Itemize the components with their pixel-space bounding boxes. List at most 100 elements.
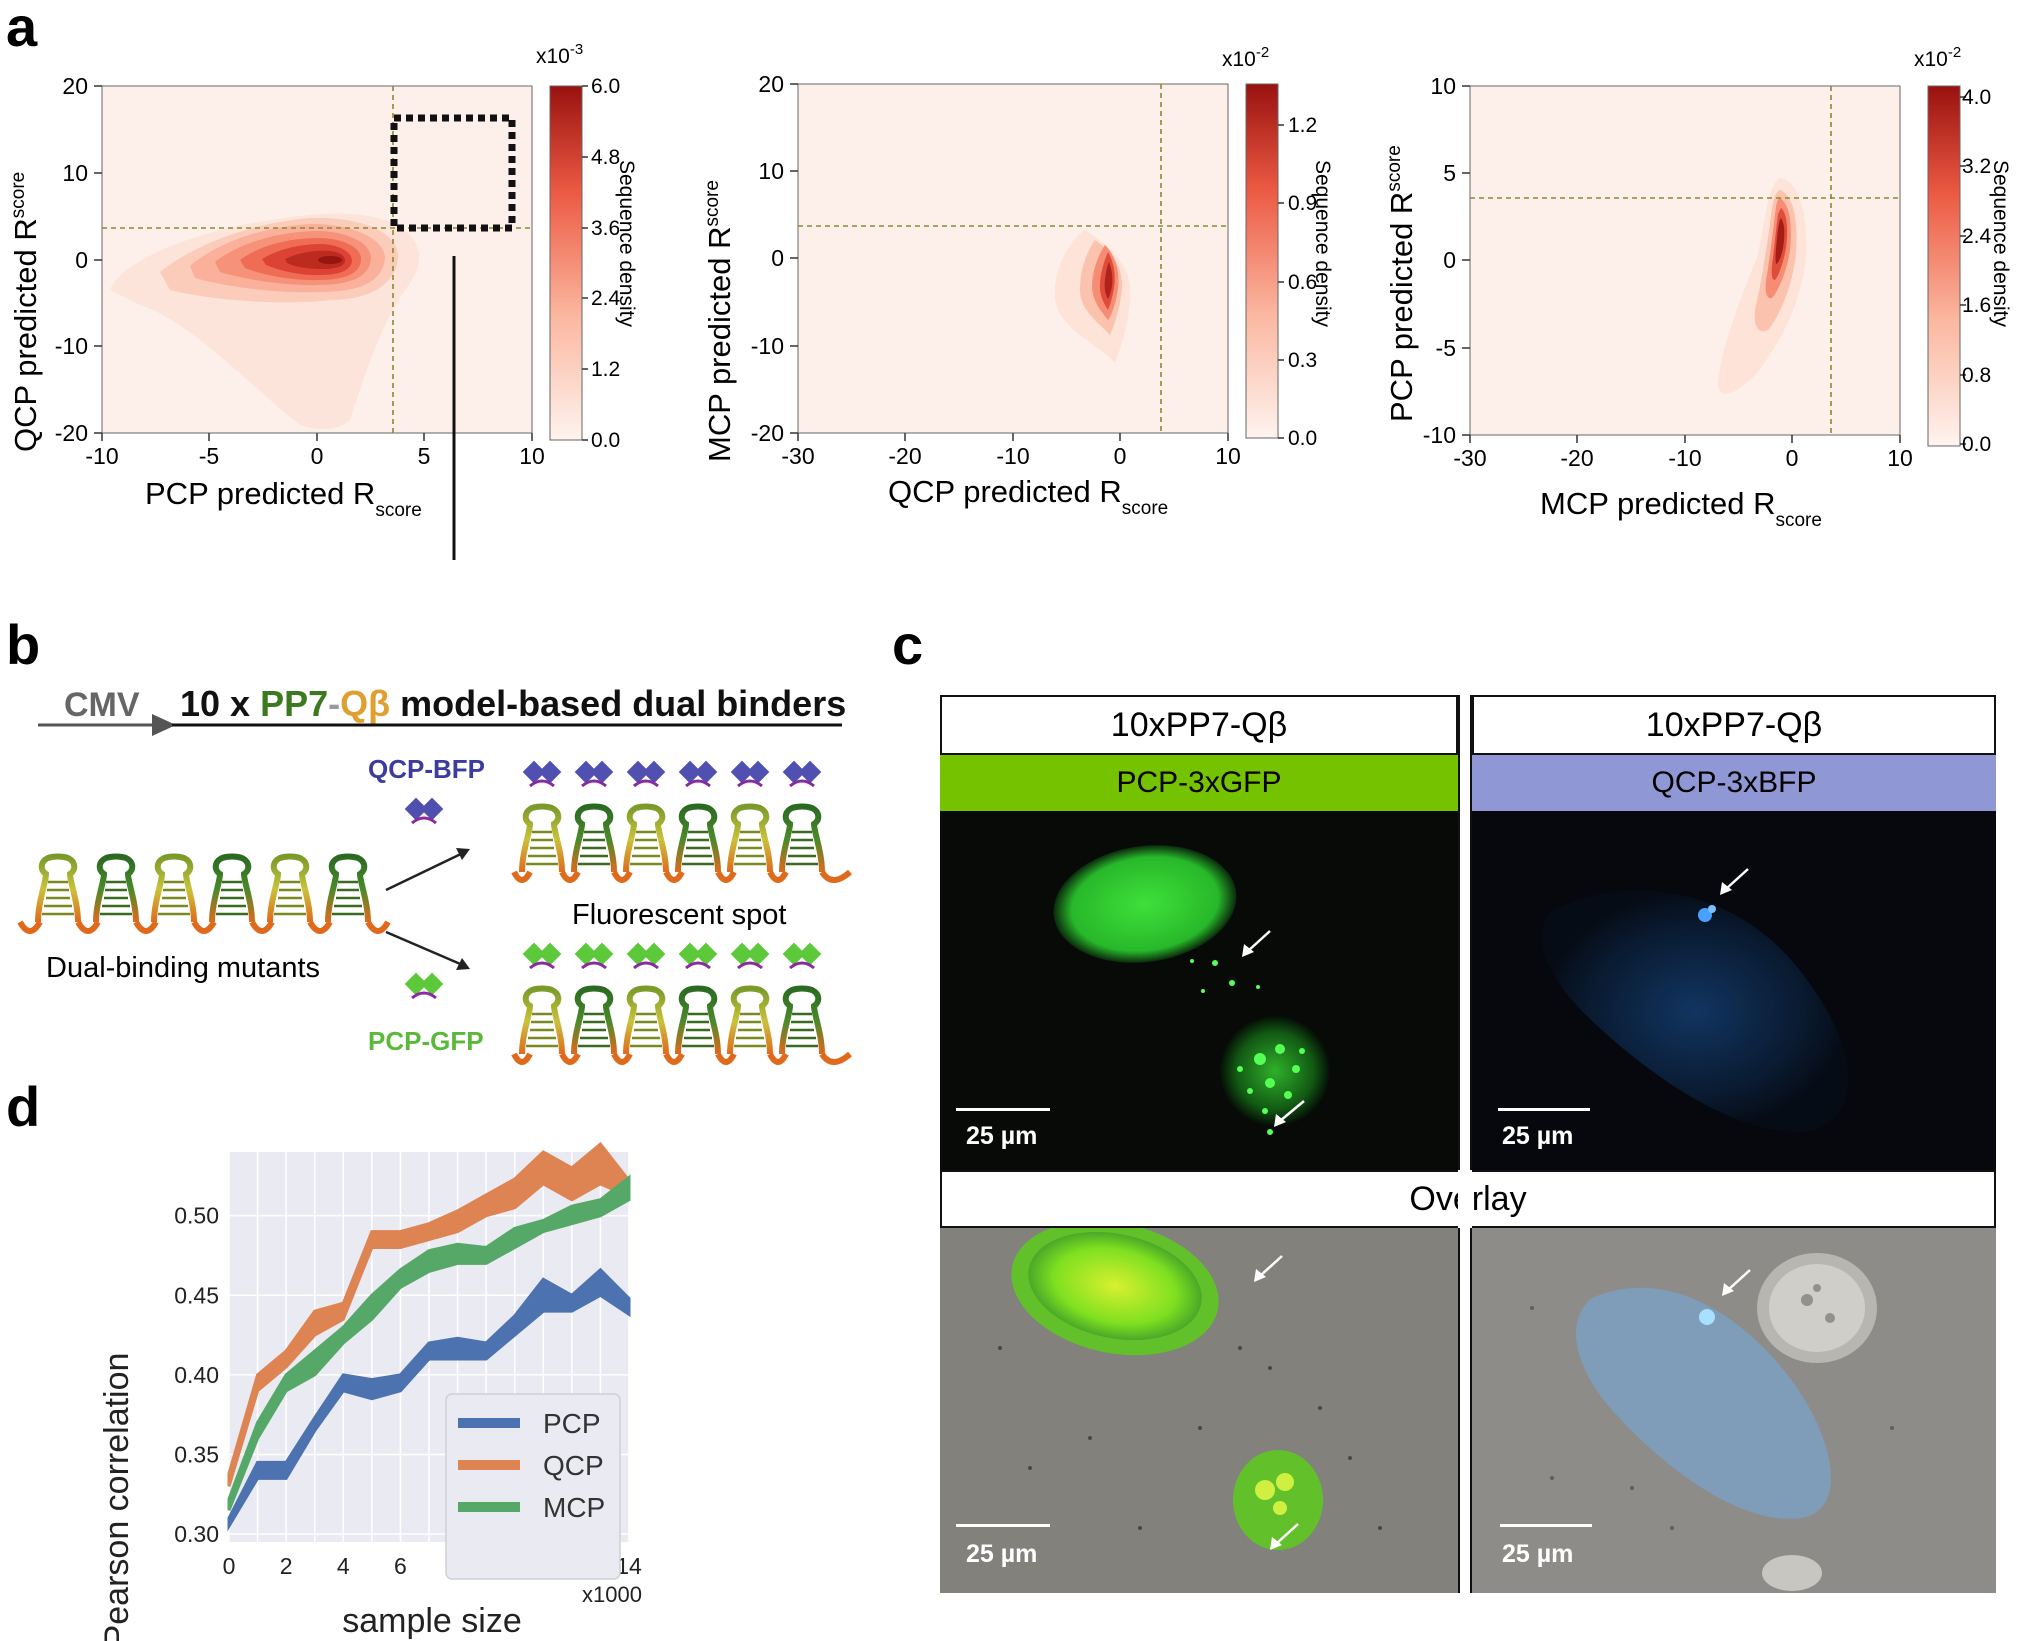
cb-exponent: x10-2 xyxy=(1222,44,1269,71)
xtick: -10 xyxy=(85,443,118,469)
cb-tick: 4.8 xyxy=(591,146,620,169)
xtick: 0 xyxy=(1114,443,1127,469)
cb-tick: 3.2 xyxy=(1962,155,1991,178)
cb-exponent: x10-2 xyxy=(1914,44,1961,71)
pearson-chart: 0.500.450.400.350.3002468101214 PCP QCP … xyxy=(98,1141,642,1641)
legend: PCP QCP MCP xyxy=(445,1393,621,1580)
ytick: 5 xyxy=(1443,160,1456,186)
header-left: 10xPP7-Qβ xyxy=(940,695,1458,755)
ytick: 0 xyxy=(75,247,88,273)
overlay-left-image xyxy=(940,1228,1458,1593)
xlabel-3: MCP predicted Rscore xyxy=(1540,486,1822,531)
series-band-mcp xyxy=(227,1174,631,1511)
xtick: -10 xyxy=(996,443,1029,469)
hairpins-bound-green xyxy=(511,941,852,1065)
xtick: -30 xyxy=(781,443,814,469)
y-tick-label: 0.35 xyxy=(174,1441,219,1467)
ylabel-2: MCP predicted Rscore xyxy=(702,180,737,462)
cb-exponent: x10-3 xyxy=(536,41,583,68)
legend-label: PCP xyxy=(543,1408,601,1439)
y-tick-label: 0.45 xyxy=(174,1282,219,1308)
colorbar-3 xyxy=(1927,85,1961,447)
xtick: 10 xyxy=(519,443,545,469)
cb-label: Sequence density xyxy=(1989,160,2012,327)
ytick: -5 xyxy=(1436,335,1456,361)
xlabel-1: PCP predicted Rscore xyxy=(145,476,422,521)
channel-gfp: PCP-3xGFP xyxy=(940,755,1458,811)
ytick: -20 xyxy=(55,420,88,446)
ylabel-3: PCP predicted Rscore xyxy=(1384,145,1419,422)
panel-label-a: a xyxy=(6,0,38,58)
series-layer xyxy=(227,1141,631,1532)
scale-bar xyxy=(956,1108,1050,1111)
mutants-label: Dual-binding mutants xyxy=(46,952,320,984)
construct-label: 10 x PP7-Qβ model-based dual binders xyxy=(180,683,846,724)
overlay-right-image xyxy=(1472,1228,1996,1593)
scale-bar xyxy=(1498,1108,1590,1111)
bfp-image xyxy=(1472,811,1996,1170)
ytick: 10 xyxy=(62,160,88,186)
density-contours-1 xyxy=(110,213,420,430)
cb-tick: 6.0 xyxy=(591,75,620,98)
series-band-pcp xyxy=(227,1267,631,1532)
density-plot-3: -30 -20 -10 0 10 10 5 0 -5 -10 MCP predi… xyxy=(1384,44,2012,531)
arrow-icon xyxy=(1270,1537,1282,1550)
panel-label-b: b xyxy=(6,613,41,676)
cb-tick: 1.6 xyxy=(1962,294,1991,317)
scale-label: 25 µm xyxy=(1502,1122,1574,1150)
colorbar-2 xyxy=(1245,83,1279,439)
qcp-label: QCP-BFP xyxy=(368,754,485,784)
promoter-arrow-icon xyxy=(152,714,176,736)
legend-swatch-pcp xyxy=(458,1418,520,1428)
arrow-down-icon xyxy=(456,958,470,970)
ytick: 0 xyxy=(1443,247,1456,273)
legend-swatch-mcp xyxy=(458,1502,520,1512)
cb-tick: 0.0 xyxy=(591,429,620,452)
xtick: 5 xyxy=(418,443,431,469)
y-tick-label: 0.30 xyxy=(174,1521,219,1547)
ytick: 0 xyxy=(771,245,784,271)
cb-tick: 0.0 xyxy=(1962,433,1991,456)
x-tick-label: 0 xyxy=(223,1553,236,1579)
x-tick-label: 2 xyxy=(280,1553,293,1579)
promoter-label: CMV xyxy=(64,686,140,724)
x-tick-label: 6 xyxy=(394,1553,407,1579)
arrow-icon xyxy=(1242,944,1254,957)
gfp-image xyxy=(940,811,1458,1170)
legend-label: QCP xyxy=(543,1450,604,1481)
xtick: -20 xyxy=(1560,445,1593,471)
density-plot-1: -10 -5 0 5 10 20 10 0 -10 -20 PCP predic… xyxy=(8,41,638,560)
divider-gap xyxy=(1458,1170,1472,1228)
x-multiplier: x1000 xyxy=(582,1582,642,1607)
cb-tick: 2.4 xyxy=(591,287,621,310)
ytick: 10 xyxy=(758,158,784,184)
cb-label: Sequence density xyxy=(615,160,638,327)
y-axis-label: Pearson correlation xyxy=(98,1353,136,1641)
ylabel-1: QCP predicted Rscore xyxy=(8,172,43,452)
arrow-icon xyxy=(1722,1283,1734,1296)
xtick: -5 xyxy=(199,443,219,469)
binder-schematic: CMV 10 x PP7-Qβ model-based dual binders… xyxy=(17,683,852,1065)
legend-label: MCP xyxy=(543,1492,605,1523)
xtick: 0 xyxy=(311,443,324,469)
pcp-label: PCP-GFP xyxy=(368,1026,484,1056)
arrow-icon xyxy=(1274,1114,1286,1127)
ticks-1 xyxy=(94,85,533,441)
ytick: 20 xyxy=(62,73,88,99)
xtick: -20 xyxy=(888,443,921,469)
scale-label: 25 µm xyxy=(966,1540,1038,1568)
ytick: -10 xyxy=(751,333,784,359)
arrow-icon xyxy=(1254,1269,1266,1282)
xtick: 0 xyxy=(1786,445,1799,471)
mutant-hairpins xyxy=(17,857,391,934)
column-divider xyxy=(1458,695,1472,1593)
density-plots: -10 -5 0 5 10 20 10 0 -10 -20 PCP predic… xyxy=(8,41,2012,560)
cb-tick: 1.2 xyxy=(591,358,620,381)
ytick: 10 xyxy=(1430,73,1456,99)
scale-label: 25 µm xyxy=(966,1122,1038,1150)
cb-tick: 0.0 xyxy=(1288,427,1317,450)
ytick: -10 xyxy=(55,333,88,359)
density-contours-3 xyxy=(1718,178,1807,394)
xtick: 10 xyxy=(1887,445,1913,471)
xtick: -30 xyxy=(1453,445,1486,471)
